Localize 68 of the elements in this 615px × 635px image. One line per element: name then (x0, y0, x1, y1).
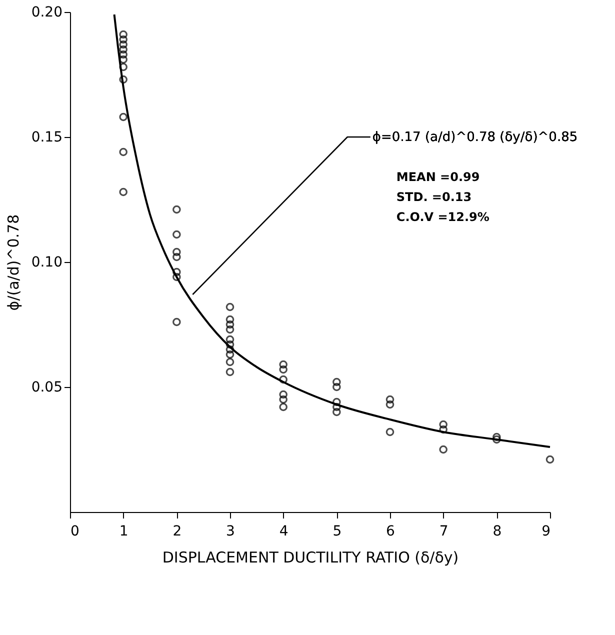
point (332, 382, 341, 392)
x-tick-label: 5 (332, 524, 342, 540)
point (279, 375, 288, 384)
annotation: STD. =0.13 (396, 190, 472, 204)
point (119, 62, 128, 72)
x-tick-label: 8 (492, 524, 502, 540)
point (332, 378, 341, 386)
point (172, 268, 181, 276)
point (172, 318, 181, 326)
point (492, 432, 501, 442)
point (119, 40, 128, 49)
point (226, 358, 234, 366)
point (119, 50, 128, 59)
annotation: ϕ=0.17 (a/d)^0.78 (δy/δ)^0.85 (372, 130, 578, 145)
y-tick-label: 0.05 (31, 380, 62, 396)
point (332, 402, 341, 412)
x-tick-label: 6 (386, 524, 396, 540)
point (386, 395, 394, 404)
point (279, 390, 288, 399)
point (119, 35, 128, 44)
y-tick-label: 0.15 (31, 130, 62, 146)
point (226, 302, 234, 312)
point (172, 205, 181, 214)
point (279, 402, 288, 412)
x-tick-label: 2 (172, 524, 182, 540)
x-tick-label: 9 (542, 524, 550, 540)
point (439, 420, 448, 429)
point (226, 345, 234, 354)
x-tick-label: 7 (439, 524, 448, 540)
point (279, 395, 288, 404)
point (492, 435, 501, 444)
point (172, 272, 181, 282)
point (226, 340, 234, 349)
point (226, 320, 234, 329)
x-tick-label: 0 (70, 524, 80, 540)
point (439, 445, 448, 454)
point (546, 455, 554, 464)
point (172, 230, 181, 239)
x-tick-label: 4 (279, 524, 288, 540)
y-axis-title: ϕ/(a/d)^0.78 (4, 214, 22, 311)
point (119, 148, 128, 156)
y-tick-label: 0.20 (31, 4, 62, 20)
point (119, 45, 128, 54)
point (119, 30, 128, 39)
annotation: MEAN =0.99 (396, 170, 480, 184)
point (332, 408, 341, 416)
point (226, 315, 234, 324)
point (279, 365, 288, 374)
point (119, 112, 128, 122)
x-tick-label: 3 (226, 524, 235, 540)
point (119, 75, 128, 84)
point (439, 425, 448, 434)
point (386, 428, 394, 436)
point (279, 360, 288, 369)
x-axis-title: DISPLACEMENT DUCTILITY RATIO (δ/δy) (162, 548, 459, 566)
point (226, 325, 234, 334)
point (226, 335, 234, 344)
point (172, 248, 181, 256)
point (226, 368, 234, 376)
x-tick-label: 1 (119, 524, 128, 540)
point (119, 188, 128, 196)
y-tick-label: 0.10 (31, 254, 62, 270)
point (226, 350, 234, 359)
point (119, 55, 128, 64)
annotation: C.O.V =12.9% (396, 210, 490, 224)
point (386, 400, 394, 409)
point (332, 398, 341, 406)
point (172, 252, 181, 262)
